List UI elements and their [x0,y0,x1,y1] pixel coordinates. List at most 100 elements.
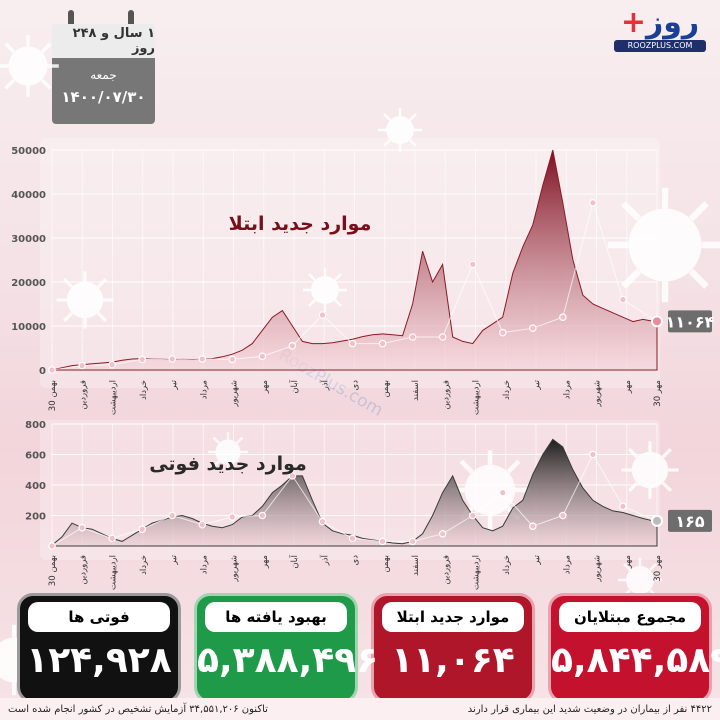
x-tick-label: آبان [288,379,300,393]
x-tick-label: فروردین [441,380,451,410]
last-value-label: ۱۱۰۶۴ [666,312,715,331]
calendar-ring-icon [68,10,74,32]
x-tick-label: اردیبهشت [472,555,482,590]
data-point [498,328,507,337]
x-tick-label: اسفند [411,380,421,401]
card-new-cases-label: موارد جدید ابتلا [382,602,524,632]
card-deaths: فوتی ها ۱۲۴,۹۲۸ [17,593,181,703]
data-point [559,511,567,520]
y-tick-label: 50000 [11,146,46,157]
last-value-badge [668,509,712,532]
logo-plus-icon: + [620,5,646,40]
y-tick-label: 30000 [11,234,46,245]
x-tick-label: اسفند [411,555,421,576]
data-point [408,537,417,546]
x-tick-label: خرداد [502,380,512,400]
x-tick-label: فروردین [78,380,88,410]
data-point [468,511,477,520]
x-tick-label: مرداد [199,380,209,399]
data-point [619,295,627,304]
data-point [288,341,297,350]
x-tick-label: اردیبهشت [109,380,119,415]
area-series-1 [51,438,658,547]
x-tick-label: شهریور [593,380,603,408]
card-total-cases: مجموع مبتلایان ۵,۸۴۴,۵۸۹ [548,593,720,703]
x-tick-label: آبان [288,554,300,568]
card-new-cases: موارد جدید ابتلا ۱۱,۰۶۴ [371,593,535,703]
x-tick-label: مهر [260,380,270,394]
card-deaths-label: فوتی ها [28,602,170,632]
x-tick-label: شهریور [230,555,240,583]
x-tick-label: شهریور [593,555,603,583]
x-tick-label: مهر [260,555,270,569]
data-point [498,488,507,497]
data-point [108,534,116,543]
data-point [589,450,597,459]
data-point [78,361,86,370]
data-point [138,355,146,364]
data-point [589,199,597,207]
data-point [198,355,207,363]
data-point [78,523,86,532]
roozplus-logo: +روز ROOZPLUS.COM [606,6,714,56]
data-point [528,324,537,333]
calendar-weekday: جمعه [90,68,117,82]
x-tick-label: فروردین [441,555,451,585]
y-tick-label: 600 [25,451,46,462]
data-point [559,313,567,322]
x-tick-label: 30 بهمن [48,555,58,586]
x-tick-label: بهمن [381,380,391,398]
logo-url: ROOZPLUS.COM [614,40,706,52]
data-point [258,511,267,520]
y-tick-label: 20000 [11,278,46,289]
last-value-point [651,514,663,527]
calendar-widget: ۱ سال و ۲۴۸ روز جمعه ۱۴۰۰/۰۷/۳۰ [52,10,155,124]
data-point [198,520,207,529]
y-tick-label: 200 [25,512,46,523]
x-tick-label: اردیبهشت [109,555,119,590]
data-point [228,355,237,364]
x-tick-label: مهر [623,555,633,569]
calendar-body: جمعه ۱۴۰۰/۰۷/۳۰ [52,58,155,124]
y-tick-label: 0 [39,366,46,377]
x-tick-label: خرداد [502,555,512,575]
x-tick-label: تیر [169,379,179,390]
x-tick-label: 30 مهر [653,380,663,407]
card-total-cases-label: مجموع مبتلایان [559,602,701,632]
x-tick-label: اردیبهشت [472,380,482,415]
calendar-ring-icon [128,10,134,32]
x-tick-label: بهمن [381,555,391,573]
x-tick-label: مرداد [199,555,209,574]
data-point [619,502,627,511]
data-point [438,529,447,538]
data-point [348,339,357,348]
data-point [48,366,56,374]
x-tick-label: خرداد [139,380,149,400]
data-point [228,513,237,521]
covid-charts: 0 10000 20000 30000 40000 50000 30 بهمن فروردین… [11,146,715,591]
data-point [258,352,267,361]
data-point [318,311,327,319]
y-tick-label: 40000 [11,190,46,201]
x-tick-label: مرداد [562,555,572,574]
calendar-elapsed: ۱ سال و ۲۴۸ روز [52,24,155,58]
data-point [318,517,327,526]
x-tick-label: مرداد [562,380,572,399]
data-point [348,534,357,543]
x-tick-label: مهر [623,380,633,394]
footer-icu-text: ۴۴۲۲ نفر از بیماران در وضعیت شدید این بی… [467,703,712,715]
card-recovered-value: ۵,۳۸۸,۴۹۶ [197,640,379,681]
x-tick-label: خرداد [139,555,149,575]
card-deaths-value: ۱۲۴,۹۲۸ [26,640,172,681]
card-total-cases-value: ۵,۸۴۴,۵۸۹ [551,640,720,681]
data-point [528,522,537,530]
x-tick-label: 30 مهر [653,555,663,582]
x-tick-label: تیر [532,379,542,390]
data-point [288,472,297,480]
x-tick-label: دی [351,380,361,391]
x-tick-label: شهریور [230,380,240,408]
last-value-label: ۱۶۵ [675,512,705,531]
footer-tests-text: تاکنون ۳۴,۵۵۱,۲۰۶ آزمایش تشخیص در کشور ا… [8,703,268,715]
logo-text: روز [645,5,700,40]
x-tick-label: تیر [532,554,542,565]
